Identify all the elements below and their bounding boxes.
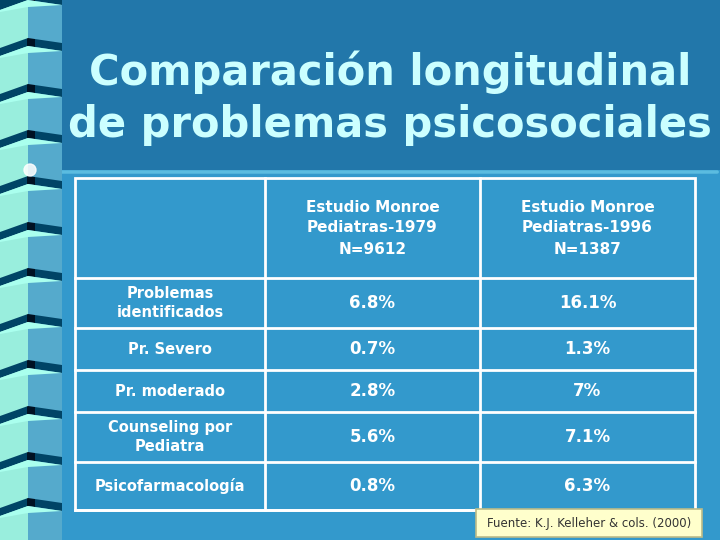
Polygon shape bbox=[28, 506, 62, 540]
Text: 7%: 7% bbox=[573, 382, 602, 400]
Polygon shape bbox=[0, 506, 28, 540]
Polygon shape bbox=[28, 230, 62, 273]
Polygon shape bbox=[0, 276, 28, 324]
FancyBboxPatch shape bbox=[27, 0, 35, 540]
Polygon shape bbox=[0, 230, 62, 242]
Polygon shape bbox=[0, 138, 62, 150]
Text: 2.8%: 2.8% bbox=[349, 382, 395, 400]
Polygon shape bbox=[0, 276, 62, 288]
Text: 6.8%: 6.8% bbox=[349, 294, 395, 312]
Polygon shape bbox=[28, 460, 62, 503]
Polygon shape bbox=[0, 92, 28, 140]
Polygon shape bbox=[0, 460, 28, 508]
Polygon shape bbox=[0, 414, 62, 426]
Polygon shape bbox=[28, 414, 62, 457]
Polygon shape bbox=[28, 368, 62, 411]
Polygon shape bbox=[0, 368, 28, 416]
Polygon shape bbox=[0, 184, 28, 232]
Polygon shape bbox=[0, 138, 28, 186]
Text: de problemas psicosociales: de problemas psicosociales bbox=[68, 104, 712, 146]
Text: Pr. Severo: Pr. Severo bbox=[128, 341, 212, 356]
Text: Counseling por
Pediatra: Counseling por Pediatra bbox=[108, 420, 232, 454]
Text: Estudio Monroe
Pediatras-1996
N=1387: Estudio Monroe Pediatras-1996 N=1387 bbox=[521, 199, 654, 256]
Text: 7.1%: 7.1% bbox=[564, 428, 611, 446]
Circle shape bbox=[24, 164, 36, 176]
Text: 6.3%: 6.3% bbox=[564, 477, 611, 495]
Polygon shape bbox=[0, 322, 28, 370]
Polygon shape bbox=[0, 184, 62, 196]
Text: Psicofarmacología: Psicofarmacología bbox=[95, 478, 246, 494]
Polygon shape bbox=[0, 46, 28, 94]
Polygon shape bbox=[0, 322, 62, 334]
Polygon shape bbox=[28, 138, 62, 181]
FancyBboxPatch shape bbox=[0, 0, 720, 170]
Polygon shape bbox=[0, 230, 28, 278]
Polygon shape bbox=[0, 506, 62, 518]
FancyBboxPatch shape bbox=[476, 509, 702, 537]
Polygon shape bbox=[0, 368, 62, 380]
Polygon shape bbox=[0, 0, 28, 48]
Polygon shape bbox=[28, 0, 62, 43]
Text: 0.7%: 0.7% bbox=[349, 340, 395, 358]
Polygon shape bbox=[28, 92, 62, 135]
Text: Pr. moderado: Pr. moderado bbox=[115, 383, 225, 399]
Text: Estudio Monroe
Pediatras-1979
N=9612: Estudio Monroe Pediatras-1979 N=9612 bbox=[305, 199, 439, 256]
Text: 1.3%: 1.3% bbox=[564, 340, 611, 358]
FancyBboxPatch shape bbox=[0, 0, 62, 540]
Polygon shape bbox=[28, 276, 62, 319]
Text: 5.6%: 5.6% bbox=[349, 428, 395, 446]
Text: Problemas
identificados: Problemas identificados bbox=[117, 286, 224, 320]
Text: 0.8%: 0.8% bbox=[349, 477, 395, 495]
Polygon shape bbox=[0, 46, 62, 58]
Text: Fuente: K.J. Kelleher & cols. (2000): Fuente: K.J. Kelleher & cols. (2000) bbox=[487, 516, 691, 530]
Polygon shape bbox=[28, 184, 62, 227]
Polygon shape bbox=[0, 92, 62, 104]
Polygon shape bbox=[28, 322, 62, 365]
Polygon shape bbox=[28, 46, 62, 89]
Text: Comparación longitudinal: Comparación longitudinal bbox=[89, 50, 691, 94]
Text: 16.1%: 16.1% bbox=[559, 294, 616, 312]
Polygon shape bbox=[0, 460, 62, 472]
Polygon shape bbox=[0, 0, 62, 12]
Polygon shape bbox=[0, 414, 28, 462]
FancyBboxPatch shape bbox=[75, 178, 695, 510]
